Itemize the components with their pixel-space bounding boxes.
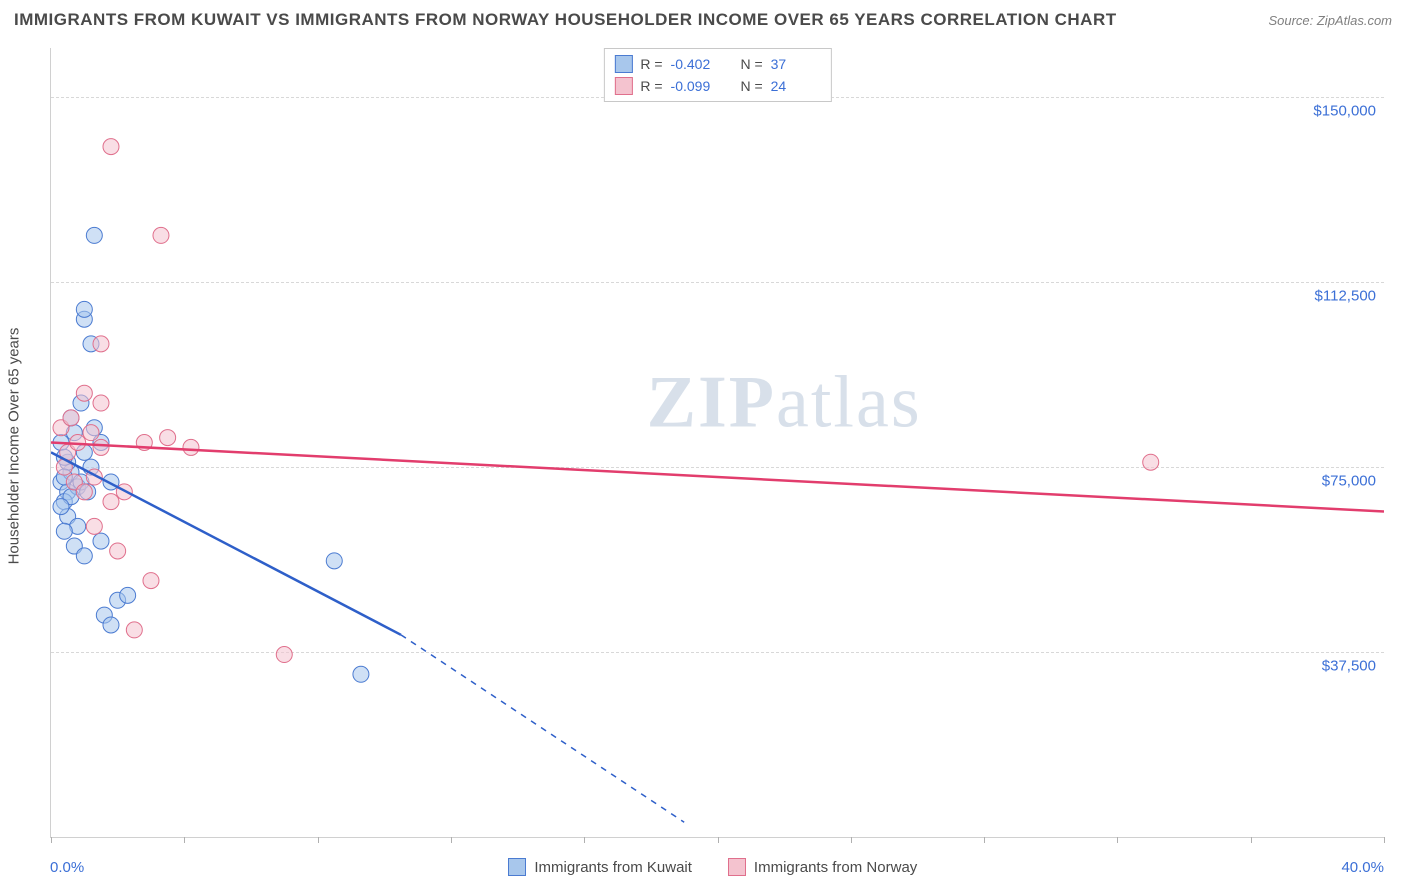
x-tick	[1117, 837, 1118, 843]
r-value-kuwait: -0.402	[671, 56, 721, 72]
n-value-kuwait: 37	[771, 56, 821, 72]
x-tick	[984, 837, 985, 843]
source-label: Source: ZipAtlas.com	[1268, 13, 1392, 28]
x-tick	[718, 837, 719, 843]
x-tick	[1384, 837, 1385, 843]
n-label: N =	[740, 56, 762, 72]
y-axis-label: Householder Income Over 65 years	[6, 328, 23, 565]
n-label: N =	[740, 78, 762, 94]
r-value-norway: -0.099	[671, 78, 721, 94]
r-label: R =	[640, 78, 662, 94]
x-min-label: 0.0%	[50, 859, 84, 876]
swatch-norway-icon	[614, 77, 632, 95]
r-label: R =	[640, 56, 662, 72]
x-tick	[318, 837, 319, 843]
x-tick	[584, 837, 585, 843]
legend-item-norway: Immigrants from Norway	[728, 858, 917, 876]
plot-area: ZIPatlas R = -0.402 N = 37 R = -0.099 N …	[50, 48, 1384, 838]
x-tick	[451, 837, 452, 843]
legend-label-norway: Immigrants from Norway	[754, 859, 917, 876]
bottom-legend: Immigrants from Kuwait Immigrants from N…	[508, 858, 917, 876]
x-tick	[51, 837, 52, 843]
x-tick	[1251, 837, 1252, 843]
n-value-norway: 24	[771, 78, 821, 94]
stats-row-kuwait: R = -0.402 N = 37	[614, 53, 820, 75]
legend-swatch-norway-icon	[728, 858, 746, 876]
stats-legend: R = -0.402 N = 37 R = -0.099 N = 24	[603, 48, 831, 102]
chart-svg	[51, 48, 1384, 837]
x-max-label: 40.0%	[1341, 859, 1384, 876]
x-axis-row: 0.0% Immigrants from Kuwait Immigrants f…	[50, 858, 1384, 876]
chart-title: IMMIGRANTS FROM KUWAIT VS IMMIGRANTS FRO…	[14, 10, 1117, 30]
x-tick	[851, 837, 852, 843]
swatch-kuwait-icon	[614, 55, 632, 73]
x-tick	[184, 837, 185, 843]
legend-item-kuwait: Immigrants from Kuwait	[508, 858, 692, 876]
stats-row-norway: R = -0.099 N = 24	[614, 75, 820, 97]
legend-swatch-kuwait-icon	[508, 858, 526, 876]
legend-label-kuwait: Immigrants from Kuwait	[534, 859, 692, 876]
